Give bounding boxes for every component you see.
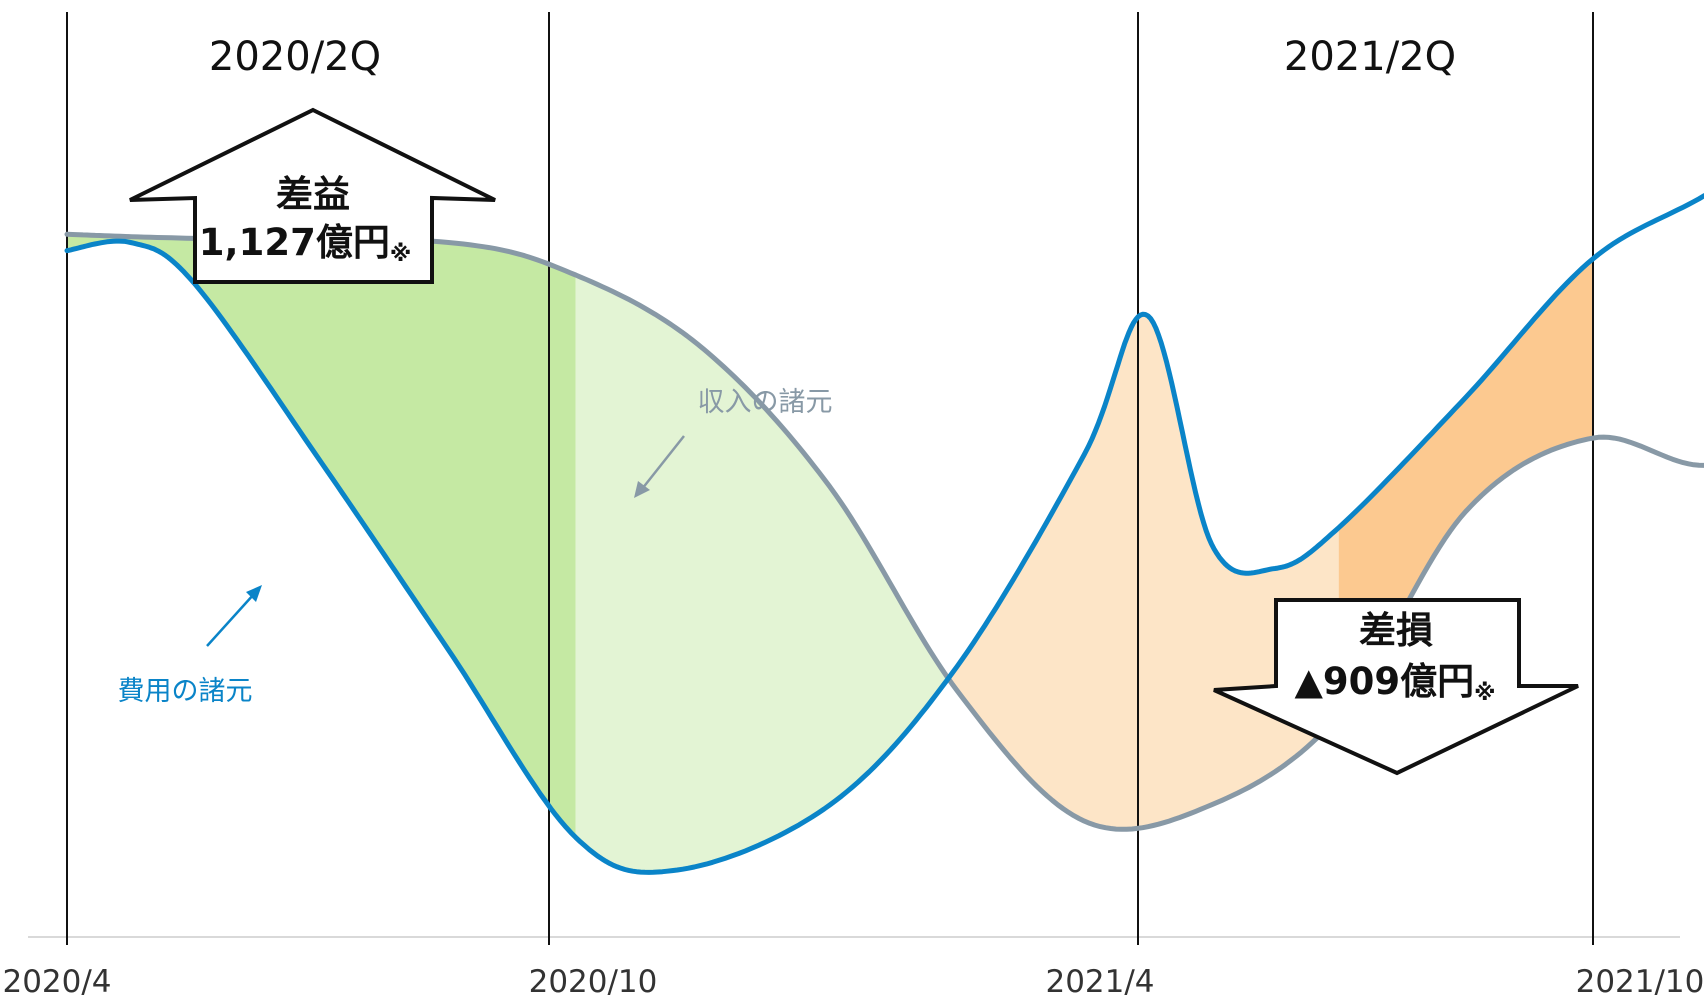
- cost-arrow-shaft: [206, 593, 255, 647]
- gain-annotation: 差益 1,127億円※: [129, 107, 496, 284]
- revenue-series-callout: 収入の諸元: [634, 387, 833, 498]
- gain-title: 差益: [276, 173, 350, 216]
- period-dividers: [66, 12, 1594, 945]
- gain-area-second-half: [575, 275, 949, 873]
- up-arrow-shape: [129, 107, 496, 284]
- down-arrow-shape: [1213, 598, 1579, 776]
- tick-label-2021-10: 2021/10: [1576, 964, 1704, 997]
- loss-amount: ▲909億円: [1294, 660, 1474, 703]
- tick-label-2020-10: 2020/10: [529, 964, 658, 997]
- series-line-cost: [64, 192, 1704, 875]
- gain-area-first-half: [67, 234, 576, 838]
- cost-series-callout: 費用の諸元: [118, 585, 262, 707]
- series-label-revenue: 収入の諸元: [698, 387, 833, 418]
- loss-value: ▲909億円※: [1294, 660, 1495, 706]
- loss-annotation: 差損 ▲909億円※: [1213, 598, 1579, 776]
- gain-note-mark: ※: [390, 242, 411, 267]
- revenue-arrow-head: [634, 481, 650, 498]
- series-line-revenue: [64, 231, 1704, 832]
- revenue-arrow-shaft: [641, 435, 685, 490]
- period-label-2020-2q: 2020/2Q: [209, 34, 381, 80]
- tick-label-2021-4: 2021/4: [1045, 964, 1154, 997]
- gain-amount: 1,127億円: [199, 221, 390, 264]
- series-label-cost: 費用の諸元: [118, 676, 253, 707]
- cost-arrow-head: [246, 585, 262, 602]
- tick-label-2020-4: 2020/4: [2, 964, 111, 997]
- area-fills: [67, 234, 1593, 873]
- gain-value: 1,127億円※: [199, 221, 411, 267]
- loss-title: 差損: [1359, 609, 1433, 652]
- loss-note-mark: ※: [1474, 681, 1495, 706]
- period-label-2021-2q: 2021/2Q: [1284, 34, 1456, 80]
